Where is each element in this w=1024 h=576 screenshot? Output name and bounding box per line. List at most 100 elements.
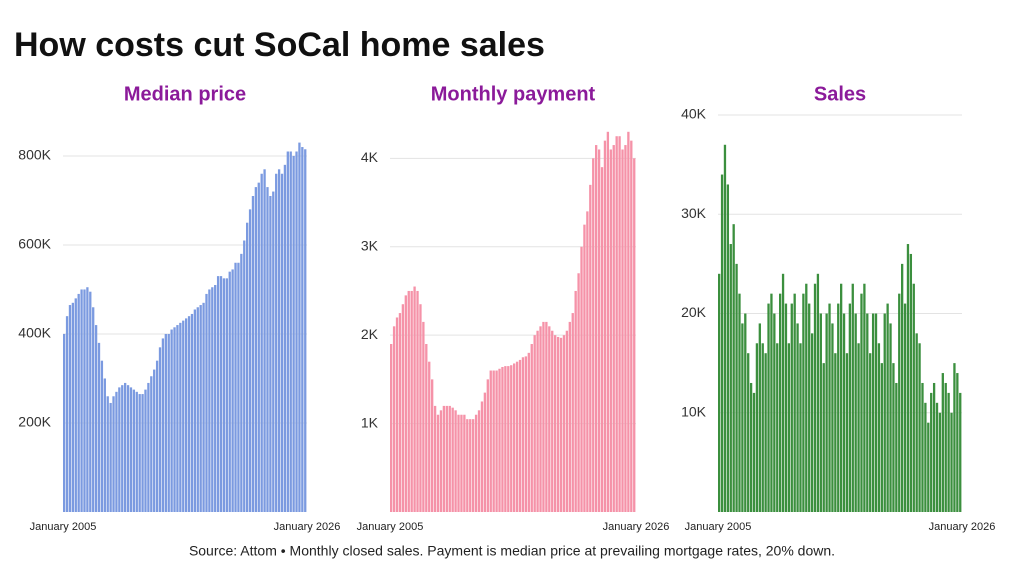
bar <box>761 343 764 512</box>
bar <box>92 307 95 512</box>
y-tick-label: 2K <box>361 326 379 342</box>
bar <box>292 155 295 513</box>
bar <box>848 303 852 512</box>
bar <box>202 302 205 512</box>
bar <box>431 379 434 512</box>
bar <box>219 276 223 512</box>
bar <box>225 278 228 512</box>
bar <box>874 313 878 512</box>
bar <box>822 363 825 512</box>
bar <box>410 290 413 512</box>
bar <box>398 313 402 512</box>
bar <box>808 303 811 512</box>
bar <box>918 343 921 512</box>
bar <box>196 307 199 512</box>
bar <box>592 158 595 512</box>
page-title: How costs cut SoCal home sales <box>14 26 545 64</box>
x-tick-label: January 2005 <box>685 521 752 533</box>
bar <box>539 326 542 512</box>
bar <box>860 293 863 512</box>
bar <box>747 353 750 512</box>
bar <box>586 211 589 512</box>
bar <box>68 305 72 512</box>
bar <box>495 370 498 512</box>
bar <box>851 283 854 512</box>
bar <box>115 391 118 512</box>
bar <box>764 353 767 512</box>
bar <box>63 333 66 512</box>
bar <box>216 276 220 512</box>
bar <box>912 283 915 512</box>
bar <box>857 343 860 512</box>
bar <box>234 262 237 512</box>
bar <box>193 309 197 512</box>
bar <box>263 169 266 512</box>
source-note: Source: Attom • Monthly closed sales. Pa… <box>189 543 835 559</box>
bar <box>231 269 234 512</box>
bar <box>71 302 75 512</box>
bar <box>257 182 260 513</box>
bar <box>889 323 892 512</box>
bar <box>915 333 918 512</box>
bar <box>100 360 104 512</box>
bar <box>723 144 727 512</box>
bar <box>630 140 633 512</box>
bar <box>298 142 301 512</box>
bar <box>205 293 208 512</box>
bar <box>118 387 121 512</box>
bar <box>138 394 141 512</box>
bar <box>906 244 910 512</box>
bar <box>126 385 130 512</box>
bar <box>548 326 551 512</box>
bar <box>248 209 252 513</box>
bar <box>199 305 202 512</box>
bar <box>86 287 89 512</box>
bar <box>621 149 624 513</box>
bar <box>275 173 278 512</box>
bar <box>816 273 820 512</box>
bar <box>147 382 150 512</box>
bar <box>106 396 109 512</box>
bar <box>527 352 530 512</box>
bar <box>442 405 446 512</box>
bar <box>392 326 396 512</box>
bar <box>153 369 156 512</box>
bar <box>208 289 211 512</box>
bar <box>463 414 466 512</box>
bar <box>854 313 857 512</box>
bar <box>89 291 92 512</box>
bar <box>735 263 738 512</box>
bar <box>793 293 796 512</box>
y-tick-label: 4K <box>361 149 379 165</box>
bar <box>819 313 822 512</box>
bar <box>595 145 598 512</box>
bar <box>419 304 422 512</box>
bar <box>609 149 612 513</box>
bar <box>260 173 263 512</box>
bar <box>732 224 735 513</box>
x-tick-label: January 2026 <box>274 521 341 533</box>
bar <box>413 286 416 512</box>
bar <box>283 164 287 512</box>
bar <box>892 363 895 512</box>
bar <box>277 169 281 512</box>
bar <box>784 303 788 512</box>
bar <box>445 405 448 512</box>
bar <box>454 410 457 512</box>
bar <box>720 174 724 513</box>
bar <box>938 412 942 512</box>
bar <box>825 313 828 512</box>
bar <box>251 196 255 512</box>
bar <box>103 378 106 512</box>
bar <box>840 283 843 512</box>
bar <box>524 356 528 512</box>
bar <box>536 330 539 512</box>
bar <box>834 353 837 512</box>
bar <box>729 244 732 512</box>
bar <box>898 293 901 512</box>
chart-title: Monthly payment <box>431 83 596 105</box>
bar <box>401 304 405 512</box>
bar <box>214 285 217 512</box>
bar <box>571 313 574 512</box>
bar <box>597 149 601 513</box>
